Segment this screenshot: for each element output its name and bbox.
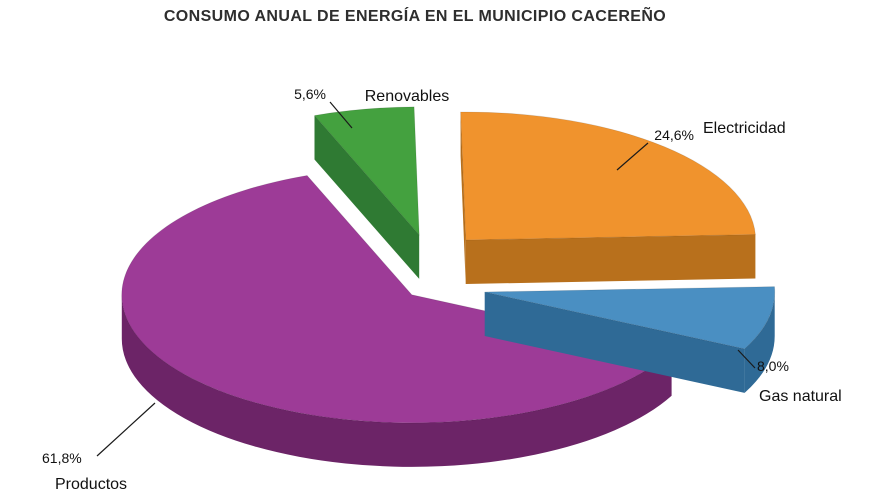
pie-slice-productos: [121, 175, 673, 467]
slice-side-face: [465, 234, 756, 284]
chart-title: CONSUMO ANUAL DE ENERGÍA EN EL MUNICIPIO…: [163, 8, 667, 25]
slice-top-face: [484, 286, 776, 350]
slice-top-face: [313, 106, 420, 237]
slice-rim-wall: [744, 292, 775, 393]
slice-rim-wall: [121, 294, 672, 467]
slice-label-electricidad: Electricidad: [703, 120, 786, 137]
slice-value-electricidad: 24,6%: [654, 127, 694, 143]
slice-top-face: [121, 175, 673, 424]
slice-label-productos: Productos: [55, 476, 127, 493]
callout-line-productos: [96, 402, 156, 457]
slice-label-renovables: Renovables: [365, 88, 450, 105]
callout-line-renovables: [329, 101, 353, 129]
slice-side-face: [314, 115, 420, 279]
slice-side-face: [460, 112, 466, 284]
slice-value-productos: 61,8%: [42, 450, 82, 466]
slice-side-face: [484, 292, 745, 393]
callout-line-gas-natural: [737, 349, 756, 369]
slice-label-gas-natural: Gas natural: [759, 388, 842, 405]
pie-slice-renovables: [313, 106, 420, 279]
slice-value-renovables: 5,6%: [294, 86, 326, 102]
slice-value-gas-natural: 8,0%: [757, 358, 789, 374]
callout-line-electricidad: [616, 142, 649, 171]
pie-slice-electricidad: [460, 111, 756, 284]
slice-top-face: [460, 111, 756, 241]
pie-slice-gas-natural: [484, 286, 776, 393]
